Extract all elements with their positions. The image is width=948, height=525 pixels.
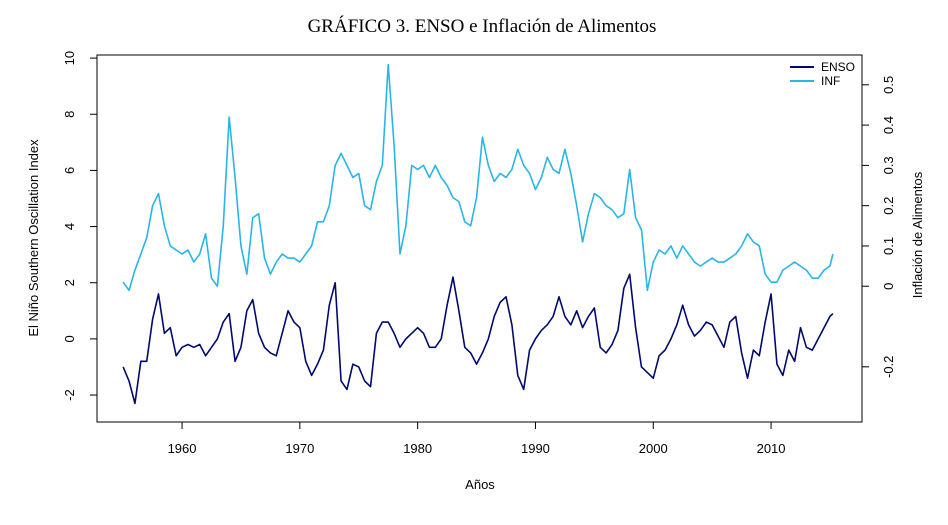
y-tick-label: 6 [62, 167, 77, 174]
legend-label: ENSO [821, 60, 855, 74]
y2-tick-label: 0.3 [881, 156, 896, 174]
y2-tick-label: 0.1 [881, 237, 896, 255]
y2-tick-label: 0.5 [881, 76, 896, 94]
plot-frame [96, 54, 863, 423]
legend-label: INF [821, 74, 840, 88]
y-tick-label: 2 [62, 279, 77, 286]
x-tick-label: 2000 [639, 441, 668, 456]
y-tick-label: -2 [62, 389, 77, 401]
chart-title: GRÁFICO 3. ENSO e Inflación de Alimentos [308, 15, 657, 37]
y-tick-label: 10 [62, 51, 77, 65]
x-tick-label: 1980 [403, 441, 432, 456]
series-line [122, 273, 834, 405]
y2-tick-label: 0 [881, 283, 896, 290]
y2-tick-label: 0.4 [881, 116, 896, 134]
y-tick-label: 8 [62, 111, 77, 118]
y-axis-label: El Niño Southern Oscillation Index [26, 139, 41, 337]
series-line [122, 63, 834, 292]
x-tick-label: 1960 [168, 441, 197, 456]
x-tick-label: 1990 [521, 441, 550, 456]
x-tick-label: 2010 [757, 441, 786, 456]
x-tick-label: 1970 [285, 441, 314, 456]
y2-tick-label: -0.2 [881, 356, 896, 378]
y-tick-label: 0 [62, 335, 77, 342]
y2-tick-label: 0.2 [881, 197, 896, 215]
x-axis-label: Años [465, 477, 495, 492]
y-tick-label: 4 [62, 223, 77, 230]
y2-axis-label: Inflación de Alimentos [910, 171, 925, 298]
